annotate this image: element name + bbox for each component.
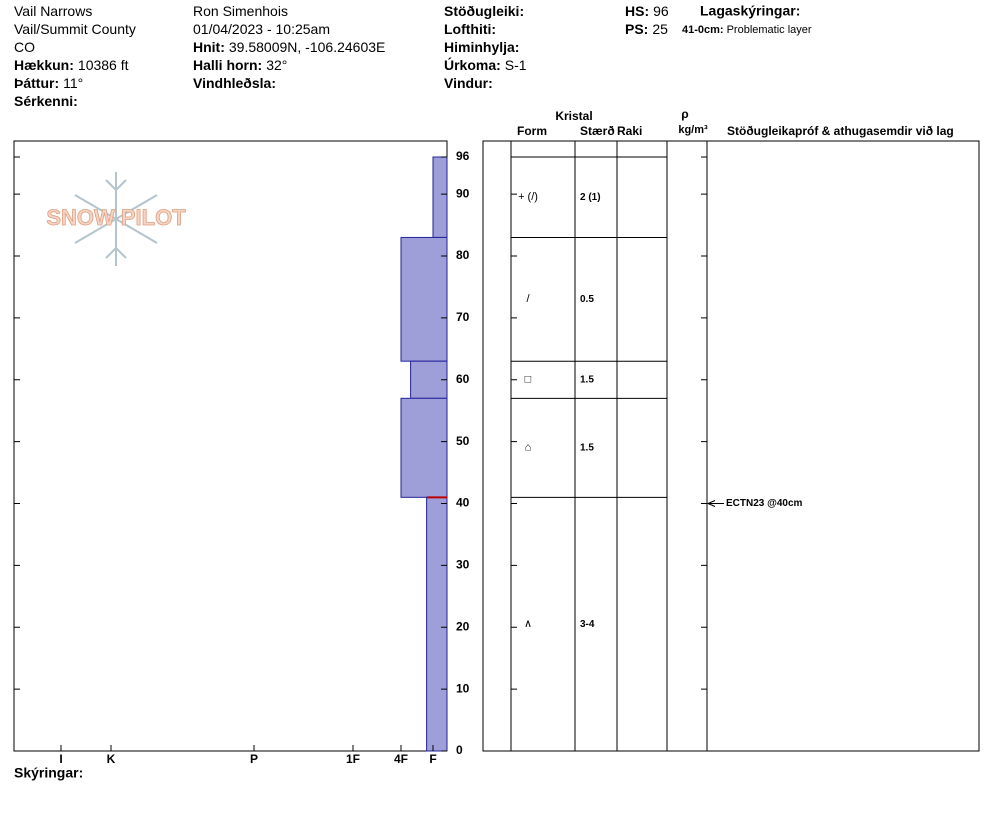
- hardness-label: I: [59, 752, 62, 766]
- grain-size: 3-4: [580, 619, 595, 630]
- grain-form: ∧: [524, 618, 532, 630]
- header-size: Stærð: [580, 124, 615, 138]
- hardness-label: P: [250, 752, 258, 766]
- header-field: Hnit: 39.58009N, -106.24603E: [193, 39, 385, 55]
- header-field: Lofthiti:: [444, 21, 496, 37]
- grain-form: □: [525, 374, 532, 386]
- field-value: Vail/Summit County: [14, 21, 136, 37]
- test-result: ECTN23 @40cm: [726, 498, 803, 509]
- header-field: Halli horn: 32°: [193, 57, 287, 73]
- hardness-label: 4F: [394, 752, 408, 766]
- header-field: Vail/Summit County: [14, 21, 136, 37]
- layer-notes-title: Lagaskýringar:: [700, 3, 800, 19]
- hardness-bar: [400, 236, 448, 362]
- field-label: Hækkun:: [14, 57, 74, 73]
- layer-table-frame: [482, 140, 980, 752]
- header-field: CO: [14, 39, 35, 55]
- logo-text: SNOW PILOT: [46, 205, 186, 230]
- header-field: Hækkun: 10386 ft: [14, 57, 129, 73]
- field-value: 39.58009N, -106.24603E: [229, 39, 385, 55]
- grain-size: 1.5: [580, 442, 594, 453]
- layer-note: 41-0cm: Problematic layer: [682, 24, 812, 36]
- test-arrowhead: [706, 500, 716, 507]
- footer-label: Skýringar:: [14, 765, 83, 781]
- depth-label: 0: [456, 743, 463, 757]
- depth-label: 20: [456, 619, 470, 633]
- grain-size: 1.5: [580, 374, 594, 385]
- field-value: 10386 ft: [78, 57, 129, 73]
- field-label: Vindur:: [444, 75, 493, 91]
- field-label: Vindhleðsla:: [193, 75, 276, 91]
- grain-form: + (/): [518, 191, 538, 203]
- field-label: Lofthiti:: [444, 21, 496, 37]
- header-field: Þáttur: 11°: [14, 75, 83, 91]
- hardness-bar: [432, 156, 448, 238]
- field-label: Þáttur:: [14, 75, 59, 91]
- hardness-bar: [400, 397, 448, 498]
- depth-label: 96: [456, 149, 470, 163]
- header-field: Úrkoma: S-1: [444, 56, 527, 73]
- field-value: 01/04/2023 - 10:25am: [193, 21, 330, 37]
- field-label: Stöðugleiki:: [444, 3, 524, 19]
- note-text: Problematic layer: [727, 24, 812, 36]
- field-value: 96: [653, 3, 669, 19]
- grain-size: 0.5: [580, 294, 594, 305]
- header-field: Stöðugleiki:: [444, 3, 524, 19]
- field-label: HS:: [625, 3, 649, 19]
- field-label: Sérkenni:: [14, 93, 78, 109]
- depth-label: 10: [456, 681, 470, 695]
- field-value: Ron Simenhois: [193, 3, 288, 19]
- depth-label: 80: [456, 248, 470, 262]
- field-value: 32°: [266, 57, 287, 73]
- header-density-unit: kg/m³: [678, 124, 708, 136]
- header-field: Himinhylja:: [444, 39, 519, 55]
- field-label: PS:: [625, 21, 648, 37]
- depth-label: 90: [456, 186, 470, 200]
- header-field: HS: 96: [625, 3, 669, 19]
- depth-label: 50: [456, 434, 470, 448]
- field-value: S-1: [505, 57, 527, 73]
- depth-label: 30: [456, 558, 470, 572]
- hardness-label: 1F: [346, 752, 360, 766]
- logo-snowflake: [74, 172, 158, 266]
- grain-form: /: [526, 293, 530, 305]
- note-range: 41-0cm:: [682, 24, 724, 36]
- header-field: Sérkenni:: [14, 93, 78, 109]
- field-label: Hnit:: [193, 39, 225, 55]
- header-field: Vindur:: [444, 75, 493, 91]
- header-density: ρ: [681, 107, 688, 121]
- header-field: Ron Simenhois: [193, 3, 288, 19]
- hardness-label: K: [107, 752, 116, 766]
- depth-label: 70: [456, 310, 470, 324]
- field-value: CO: [14, 39, 35, 55]
- header-field: Vindhleðsla:: [193, 75, 276, 91]
- field-label: Halli horn:: [193, 57, 262, 73]
- grain-form: ⌂: [525, 442, 532, 454]
- field-value: Vail Narrows: [14, 3, 92, 19]
- header-field: Vail Narrows: [14, 3, 92, 19]
- field-label: Himinhylja:: [444, 39, 519, 55]
- field-value: 25: [652, 21, 668, 37]
- field-label: Úrkoma:: [444, 56, 501, 73]
- header-field: PS: 25: [625, 21, 668, 37]
- depth-label: 40: [456, 496, 470, 510]
- hardness-label: F: [429, 752, 436, 766]
- header-moisture: Raki: [617, 124, 642, 138]
- header-form: Form: [517, 124, 547, 138]
- depth-label: 60: [456, 372, 470, 386]
- field-value: 11°: [63, 75, 83, 91]
- grain-size: 2 (1): [580, 192, 601, 203]
- header-crystal: Kristal: [555, 109, 592, 123]
- hardness-plot-frame: [13, 140, 448, 752]
- header-comments: Stöðugleikapróf & athugasemdir við lag: [727, 124, 954, 138]
- hardness-bar: [426, 496, 448, 752]
- header-field: 01/04/2023 - 10:25am: [193, 21, 330, 37]
